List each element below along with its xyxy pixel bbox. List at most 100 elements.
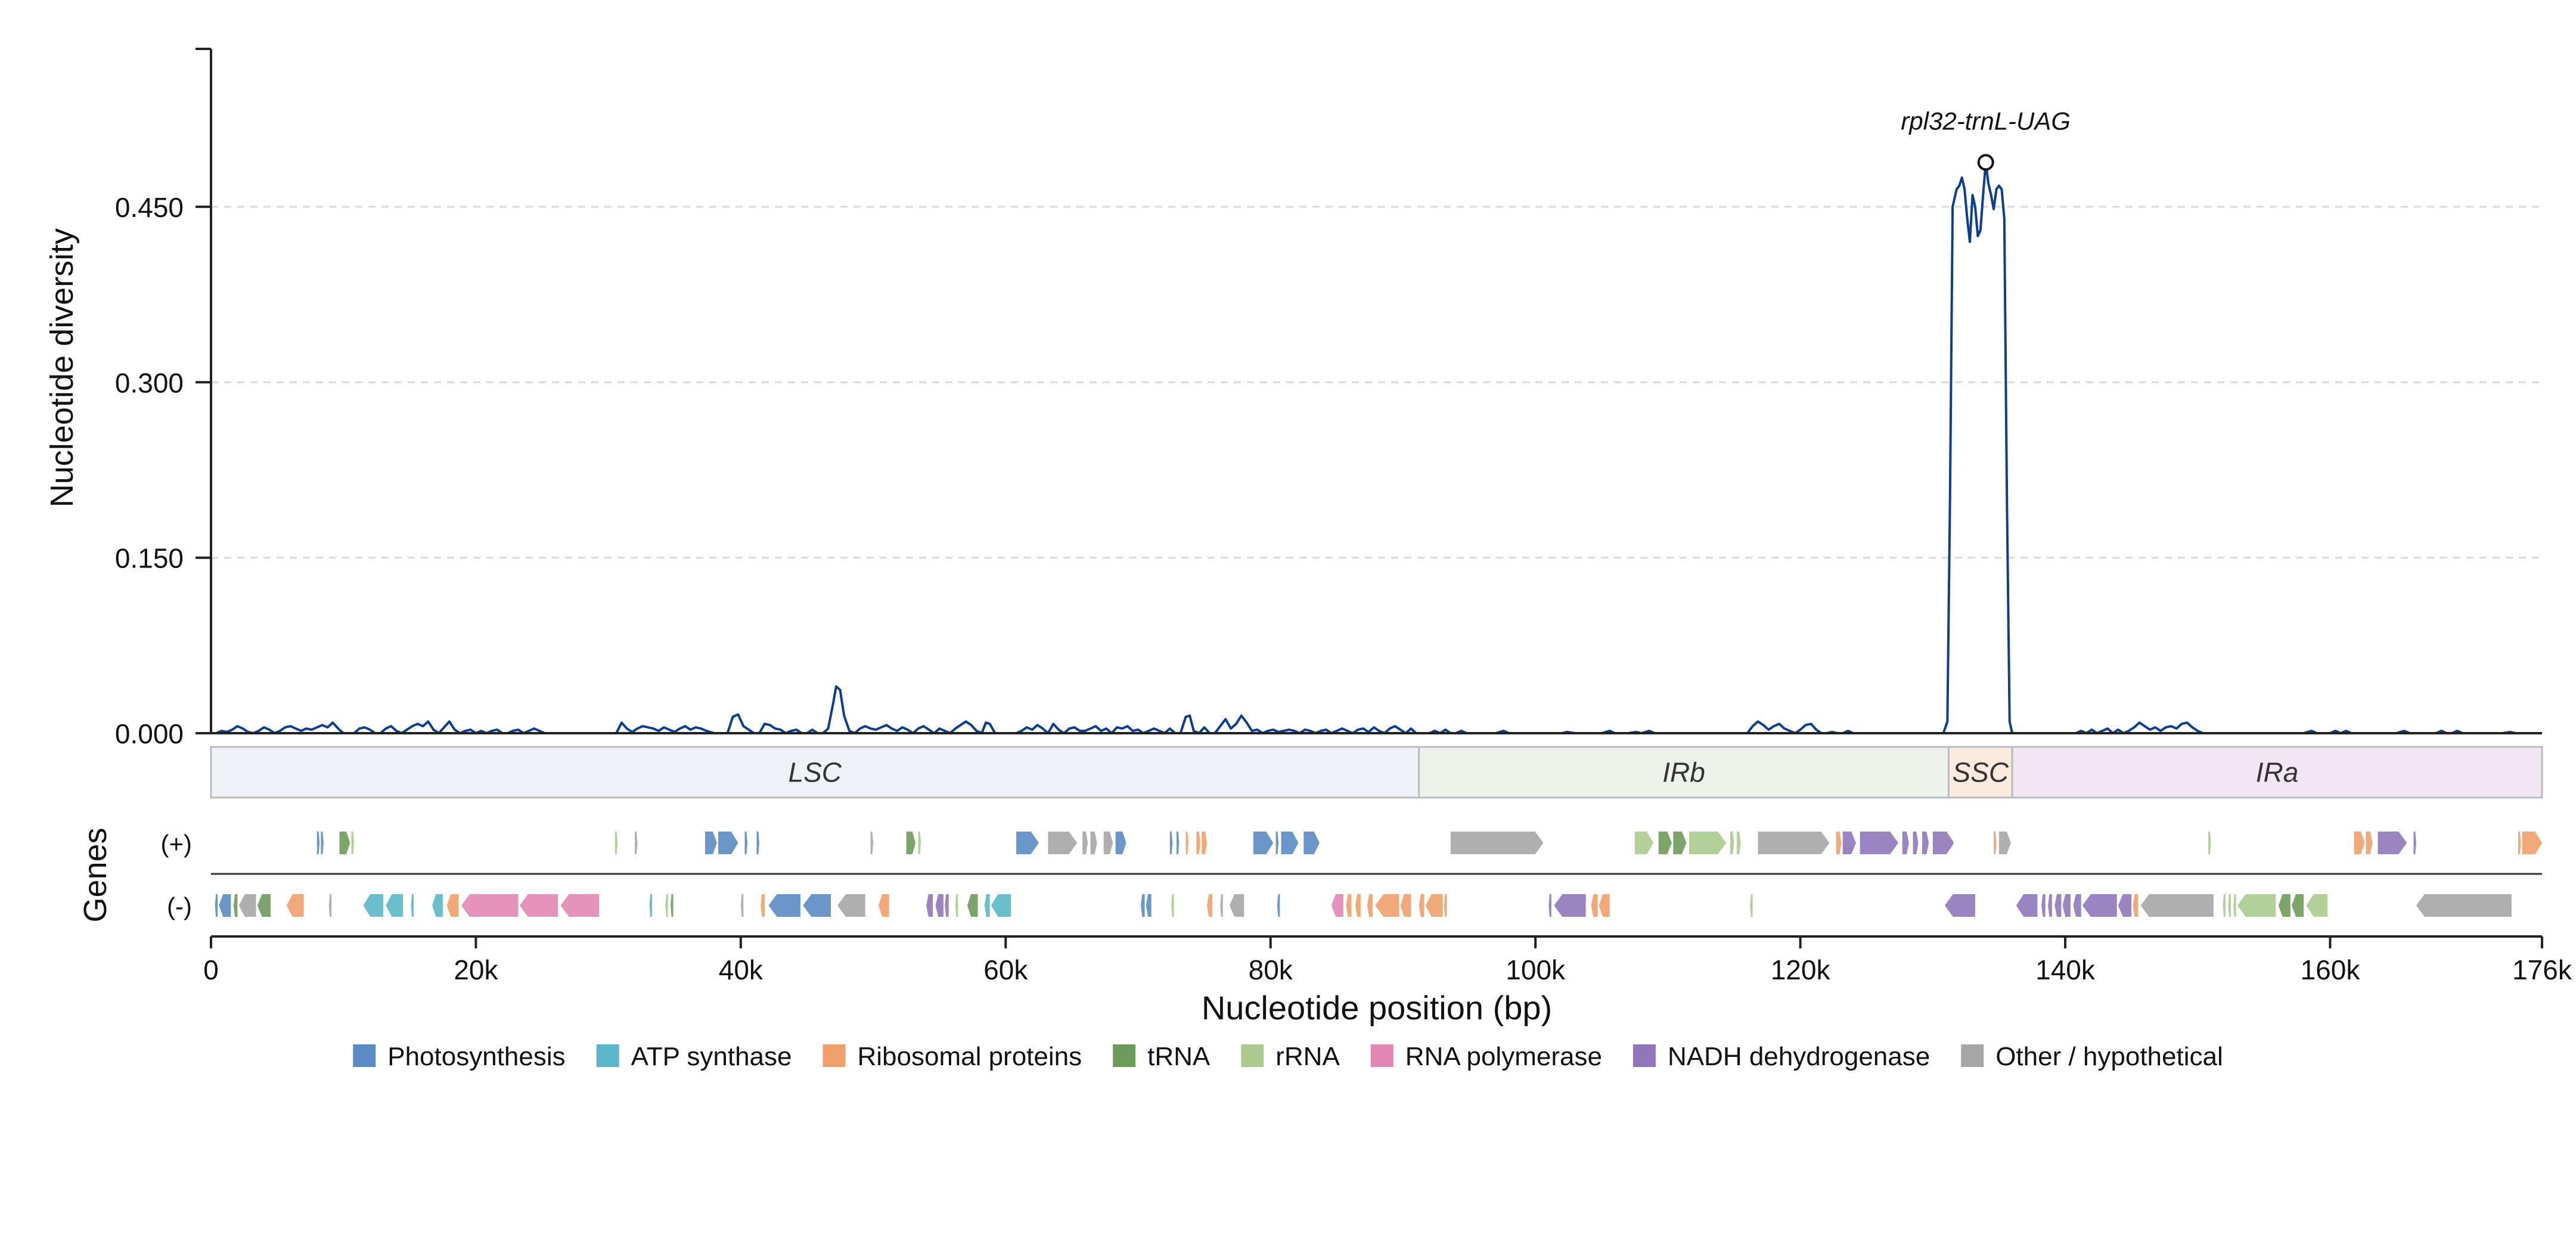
gene-feature: [1998, 832, 2011, 854]
gene-feature: [2233, 894, 2236, 917]
annotations: rpl32-trnL-UAG: [1901, 107, 2071, 171]
gene-feature: [1902, 832, 1909, 854]
gene-feature: [1275, 832, 1279, 854]
genes-label: Genes: [77, 827, 113, 922]
gene-feature: [935, 894, 944, 917]
gene-feature: [1634, 832, 1653, 854]
gene-feature: [1346, 894, 1352, 917]
gene-feature: [1355, 894, 1361, 917]
gene-feature: [2118, 894, 2132, 917]
region-label: IRb: [1662, 757, 1705, 788]
minus-strand-label: (-): [167, 892, 192, 920]
gene-feature: [432, 894, 443, 917]
gene-feature: [215, 894, 218, 917]
gene-feature: [2522, 832, 2542, 854]
region-label: LSC: [789, 757, 842, 788]
gene-feature: [1400, 894, 1411, 917]
gene-feature: [1860, 832, 1898, 854]
gene-feature: [1253, 832, 1274, 854]
gene-feature: [286, 894, 304, 917]
gene-feature: [2223, 894, 2226, 917]
legend-swatch: [1241, 1044, 1264, 1067]
gene-feature: [955, 894, 958, 917]
legend-swatch: [1961, 1044, 1984, 1067]
gene-feature: [704, 832, 717, 854]
legend-swatch: [1632, 1044, 1656, 1067]
gene-feature: [906, 832, 916, 854]
plus-strand-label: (+): [161, 830, 193, 858]
peak-annotation-label: rpl32-trnL-UAG: [1901, 107, 2071, 135]
gene-feature: [363, 894, 383, 917]
gene-feature: [768, 894, 800, 917]
gene-feature: [2082, 894, 2117, 917]
x-tick-label: 40k: [719, 954, 764, 985]
gene-feature: [2016, 894, 2038, 917]
legend-swatch: [1113, 1044, 1136, 1067]
gene-feature: [1922, 832, 1929, 854]
gene-feature: [2228, 894, 2231, 917]
x-tick-label: 80k: [1249, 954, 1293, 985]
gene-feature: [1375, 894, 1399, 917]
gene-feature: [2292, 894, 2304, 917]
gene-feature: [926, 894, 933, 917]
legend-label: NADH dehydrogenase: [1668, 1042, 1930, 1071]
gene-feature: [351, 832, 354, 854]
gene-feature: [2366, 832, 2373, 854]
gene-feature: [1171, 894, 1174, 917]
gene-feature: [1177, 832, 1180, 854]
x-tick-label: 176k: [2512, 954, 2572, 985]
gene-feature: [560, 894, 600, 917]
gene-tracks: (+) (-): [161, 830, 2542, 920]
gene-feature: [316, 832, 320, 854]
gene-feature: [1758, 832, 1830, 854]
gene-feature: [1913, 832, 1919, 854]
gene-feature: [744, 832, 747, 854]
gene-feature: [321, 832, 324, 854]
gene-feature: [1994, 832, 1997, 854]
gene-feature: [1207, 894, 1212, 917]
peak-marker: [1977, 154, 1994, 171]
gene-feature: [991, 894, 1011, 917]
gene-feature: [1548, 894, 1551, 917]
legend-label: Ribosomal proteins: [857, 1042, 1082, 1071]
gene-feature: [870, 832, 874, 854]
region-ira: [2011, 746, 2543, 799]
gene-feature: [649, 894, 652, 917]
gene-feature: [671, 894, 674, 917]
y-tick-label: 0.300: [115, 367, 184, 398]
region-label: SSC: [1953, 757, 2009, 788]
gene-feature: [2140, 894, 2214, 917]
legend-swatch: [353, 1044, 376, 1067]
legend-label: Photosynthesis: [387, 1042, 565, 1071]
gene-feature: [1673, 832, 1687, 854]
x-tick-label: 140k: [2035, 954, 2096, 985]
gene-feature: [1689, 832, 1727, 854]
gene-feature: [1202, 832, 1208, 854]
gene-feature: [1367, 894, 1373, 917]
gene-feature: [803, 894, 831, 917]
gene-feature: [1444, 894, 1447, 917]
region-bar: LSC IRb SSC IRa: [210, 746, 2543, 799]
gene-feature: [2041, 894, 2046, 917]
plot-area: 0.000 0.150 0.300 0.450 rpl32-trnL-UAG: [115, 48, 2542, 749]
gene-feature: [1944, 894, 1975, 917]
legend-label: tRNA: [1147, 1042, 1211, 1071]
gene-feature: [1331, 894, 1343, 917]
gene-feature: [238, 894, 256, 917]
gene-feature: [2378, 832, 2407, 854]
gene-feature: [328, 894, 332, 917]
gene-feature: [386, 894, 404, 917]
legend-swatch: [596, 1044, 619, 1067]
gene-feature: [967, 894, 978, 917]
gene-feature: [339, 832, 350, 854]
x-tick-label: 20k: [454, 954, 498, 985]
gene-feature: [233, 894, 238, 917]
x-axis: 0 20k 40k 60k 80k 100k 120k 140k 160k 176k: [203, 935, 2572, 985]
gene-feature: [1016, 832, 1039, 854]
y-axis: 0.000 0.150 0.300 0.450: [115, 48, 2542, 749]
gene-feature: [837, 894, 865, 917]
gene-feature: [461, 894, 519, 917]
gene-feature: [1591, 894, 1598, 917]
gene-feature: [1048, 832, 1078, 854]
x-tick-label: 60k: [983, 954, 1028, 985]
